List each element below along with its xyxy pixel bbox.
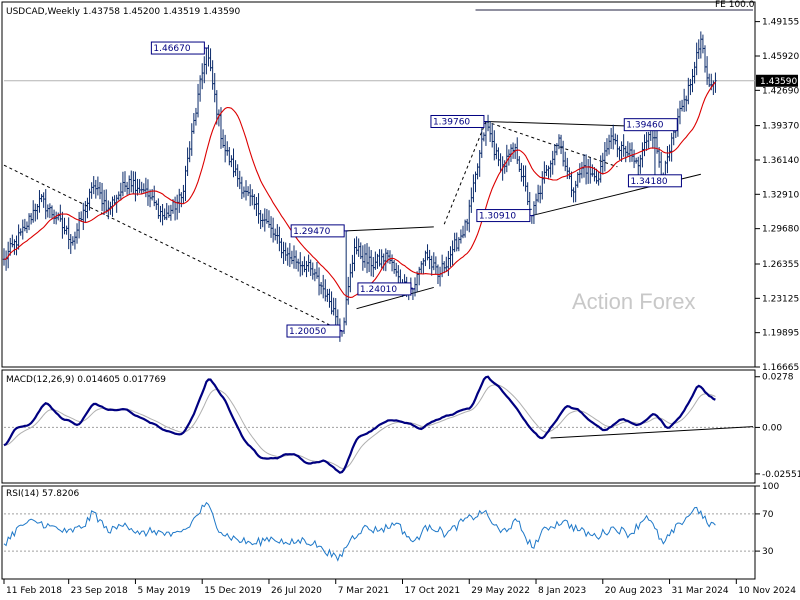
current-price-label: 1.43590	[760, 77, 797, 87]
watermark: Action Forex	[572, 289, 696, 314]
macd-main-line	[3, 375, 716, 474]
price-tick-label: 1.29680	[762, 225, 799, 235]
annotation-box	[286, 324, 341, 338]
time-tick-label: 20 Aug 2023	[605, 586, 663, 596]
price-grid: FE 100.0	[4, 0, 755, 82]
price-tick-label: 1.19895	[762, 329, 799, 339]
price-annotations: 1.46670 1.20050 1.29470 1.24010 1.39760 1.309…	[150, 41, 682, 338]
annotation-label: 1.46670	[153, 44, 190, 54]
time-tick-label: 29 May 2022	[471, 586, 530, 596]
price-tick-label: 1.49155	[762, 18, 799, 28]
annotation-label: 1.20050	[289, 327, 326, 337]
annotation-label: 1.39760	[433, 117, 470, 127]
rsi-tick-label: 70	[762, 510, 774, 520]
time-tick-label: 26 Jul 2020	[271, 586, 322, 596]
time-tick-label: 8 Jan 2023	[538, 586, 586, 596]
annotation-label: 1.29470	[293, 227, 330, 237]
price-tick-label: 1.39370	[762, 122, 799, 132]
annotation-box	[150, 41, 205, 55]
price-header: USDCAD,Weekly 1.43758 1.45200 1.43519 1.…	[6, 7, 241, 17]
annotation-box	[430, 114, 485, 128]
time-tick-label: 7 Mar 2021	[338, 586, 389, 596]
macd-trendline	[550, 426, 754, 439]
annotation-label: 1.24010	[360, 285, 397, 295]
annotation-label: 1.39460	[626, 121, 663, 131]
time-tick-label: 23 Sep 2018	[71, 586, 128, 596]
fe-level-label: FE 100.0	[715, 0, 755, 10]
time-tick-label: 17 Oct 2021	[404, 586, 460, 596]
price-y-axis: 1.49155 1.45920 1.42690 1.39370 1.36140 1.329…	[755, 18, 799, 373]
price-tick-label: 1.23125	[762, 294, 799, 304]
annotation-box	[623, 118, 678, 132]
trendline	[346, 226, 434, 232]
macd-header: MACD(12,26,9) 0.014605 0.017769	[6, 375, 166, 385]
time-tick-label: 11 Feb 2018	[6, 586, 62, 596]
price-tick-label: 1.36140	[762, 156, 799, 166]
rsi-lines	[3, 501, 755, 562]
price-tick-label: 1.45920	[762, 52, 799, 62]
time-tick-label: 15 Dec 2019	[204, 586, 262, 596]
trendline	[443, 121, 487, 225]
time-axis: 11 Feb 2018 23 Sep 2018 5 May 2019 15 Dec 2…	[3, 579, 796, 596]
time-tick-label: 10 Nov 2024	[738, 586, 796, 596]
rsi-y-axis: 100 70 30	[755, 482, 779, 557]
annotation-box	[290, 224, 345, 238]
annotation-box	[476, 209, 531, 223]
price-tick-label: 1.26355	[762, 260, 799, 270]
time-tick-label: 31 Mar 2024	[672, 586, 729, 596]
trendline	[356, 286, 434, 310]
rsi-panel-frame	[1, 485, 756, 580]
trendline	[3, 164, 343, 332]
annotation-label: 1.34180	[630, 177, 667, 187]
macd-tick-label: 0.00	[762, 423, 782, 433]
annotation-box	[627, 174, 682, 188]
annotation-box	[357, 282, 412, 296]
macd-tick-label: -0.025511	[762, 470, 800, 480]
macd-tick-label: 0.0278	[762, 373, 794, 383]
rsi-line	[3, 501, 716, 562]
rsi-tick-label: 100	[762, 482, 779, 492]
price-tick-label: 1.16665	[762, 363, 799, 373]
time-tick-label: 5 May 2019	[137, 586, 190, 596]
price-tick-label: 1.42690	[762, 86, 799, 96]
trendline	[485, 121, 618, 168]
annotation-label: 1.30910	[479, 212, 516, 222]
macd-lines	[3, 375, 755, 474]
price-tick-label: 1.32910	[762, 190, 799, 200]
rsi-header: RSI(14) 57.8206	[6, 489, 79, 499]
macd-y-axis: 0.0278 0.00 -0.025511	[755, 373, 800, 480]
rsi-tick-label: 30	[762, 547, 774, 557]
current-price-box	[756, 74, 798, 87]
